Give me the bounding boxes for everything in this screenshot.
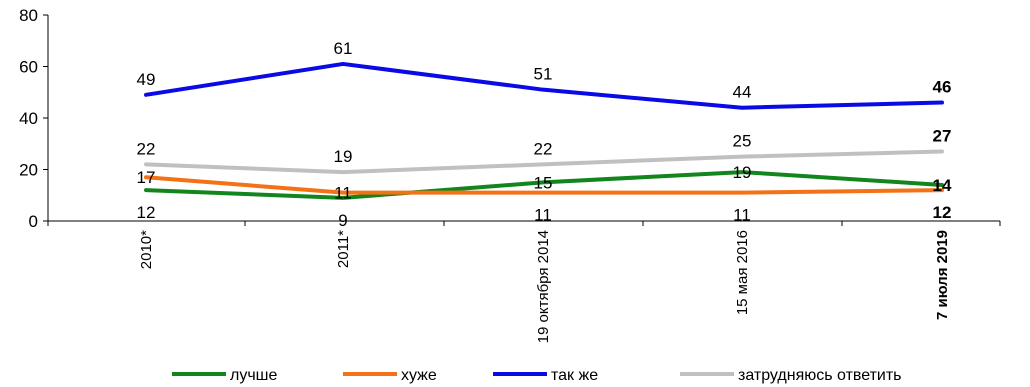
data-label: 17: [137, 168, 156, 187]
data-label: 51: [534, 65, 553, 84]
y-tick-label: 0: [29, 212, 38, 231]
data-label: 12: [933, 203, 952, 222]
legend: лучше хуже так же затрудняюсь ответить: [172, 367, 902, 384]
x-tick-label: 7 июля 2019: [934, 230, 951, 320]
data-label: 61: [334, 39, 353, 58]
data-labels: 12 9 15 19 14 17 11 11 11 12 49 61 51 44 46 22 19 22 25 27: [137, 39, 952, 230]
data-label: 14: [933, 176, 952, 195]
data-label: 12: [137, 203, 156, 222]
data-label: 9: [338, 211, 347, 230]
data-label: 19: [334, 147, 353, 166]
series-line-лучше: [144, 170, 944, 200]
series-lines: [144, 61, 944, 200]
data-label: 46: [933, 78, 952, 97]
y-tick-label: 20: [19, 161, 38, 180]
data-label: 49: [137, 70, 156, 89]
data-label: 11: [334, 184, 352, 203]
x-tick-labels: 2010* 2011* 19 октября 2014 15 мая 2016 7 ию…: [138, 230, 951, 344]
series-line-хуже: [144, 175, 944, 195]
legend-label: затрудняюсь ответить: [738, 367, 902, 384]
x-tick-label: 2011*: [335, 230, 352, 268]
legend-label: так же: [551, 367, 598, 384]
data-label: 25: [733, 132, 752, 151]
y-tick-label: 40: [19, 109, 38, 128]
series-line-затрудняюсь-ответить: [144, 149, 944, 175]
legend-label: хуже: [401, 367, 437, 384]
x-tick-label: 15 мая 2016: [734, 230, 751, 315]
x-tick-label: 2010*: [138, 230, 155, 269]
x-tick-label: 19 октября 2014: [535, 230, 552, 343]
y-tick-label: 80: [19, 6, 38, 25]
data-label: 27: [933, 126, 952, 145]
data-label: 11: [534, 206, 552, 225]
y-tick-label: 60: [19, 58, 38, 77]
series-line-так-же: [144, 61, 944, 110]
data-label: 15: [534, 173, 553, 192]
axes: 0 20 40 60 80: [19, 6, 1001, 231]
data-label: 11: [733, 206, 751, 225]
data-label: 44: [733, 83, 752, 102]
data-label: 22: [534, 139, 553, 158]
legend-label: лучше: [230, 367, 278, 384]
data-label: 19: [733, 163, 752, 182]
data-label: 22: [137, 139, 156, 158]
